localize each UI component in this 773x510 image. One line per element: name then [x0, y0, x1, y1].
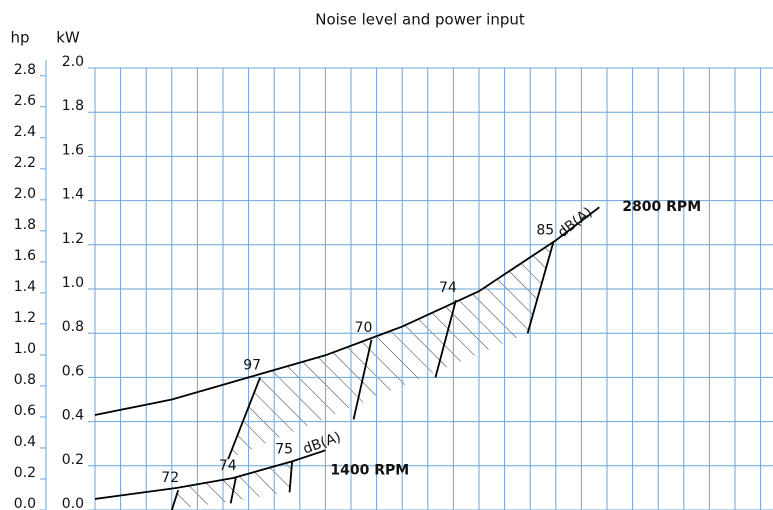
y2-tick-label: 1.6: [14, 248, 36, 264]
y2-tick-label: 2.4: [14, 124, 36, 140]
noise-line: [229, 477, 237, 504]
series-label: 2800 RPM: [622, 199, 701, 215]
noise-label: 72: [161, 470, 179, 486]
noise-label: 85: [536, 223, 554, 239]
series-line: [94, 206, 600, 416]
y2-tick-label: 2.8: [14, 62, 36, 78]
y2-tick-label: 0.8: [14, 372, 36, 388]
y2-tick-label: 0.4: [14, 434, 36, 450]
y-tick-label: 0.0: [62, 496, 84, 510]
y2-tick-label: 2.2: [14, 155, 36, 171]
y2-tick-label: 0.0: [14, 496, 36, 510]
y-tick-label: 0.6: [62, 363, 84, 379]
noise-line: [227, 377, 261, 460]
y-tick-label: 0.8: [62, 319, 84, 335]
series-label: 1400 RPM: [330, 462, 409, 478]
y2-axis-label: hp: [10, 29, 29, 47]
hatched-area: [171, 461, 293, 510]
y-tick-label: 1.6: [62, 142, 84, 158]
y2-tick-label: 1.2: [14, 310, 36, 326]
noise-label: 75: [275, 441, 293, 457]
y2-tick-label: 0.6: [14, 403, 36, 419]
y-tick-label: 0.2: [62, 452, 84, 468]
noise-line: [288, 461, 294, 493]
y-axis-label: kW: [56, 29, 80, 47]
chart-title: Noise level and power input: [315, 11, 525, 29]
noise-line: [170, 489, 180, 510]
hatched-area: [228, 242, 554, 460]
noise-label: 74: [219, 458, 237, 474]
y-tick-label: 1.4: [62, 187, 84, 203]
y-tick-label: 1.8: [62, 98, 84, 114]
noise-line: [352, 339, 373, 420]
y2-tick-label: 1.4: [14, 279, 36, 295]
y-tick-label: 0.4: [62, 408, 84, 424]
noise-label: 74: [439, 280, 457, 296]
noise-line: [434, 299, 457, 378]
noise-label: 70: [355, 320, 373, 336]
y2-tick-label: 2.6: [14, 93, 36, 109]
y2-tick-label: 1.8: [14, 217, 36, 233]
y-tick-label: 1.0: [62, 275, 84, 291]
unit-label: dB(A): [301, 429, 343, 457]
noise-line: [526, 242, 555, 334]
noise-label: 97: [243, 357, 261, 373]
y-tick-label: 2.0: [62, 54, 84, 70]
y2-tick-label: 1.0: [14, 341, 36, 357]
y2-tick-label: 0.2: [14, 465, 36, 481]
y-tick-label: 1.2: [62, 231, 84, 247]
unit-label: dB(A): [555, 204, 596, 241]
y2-tick-label: 2.0: [14, 186, 36, 202]
series-line: [94, 449, 326, 500]
